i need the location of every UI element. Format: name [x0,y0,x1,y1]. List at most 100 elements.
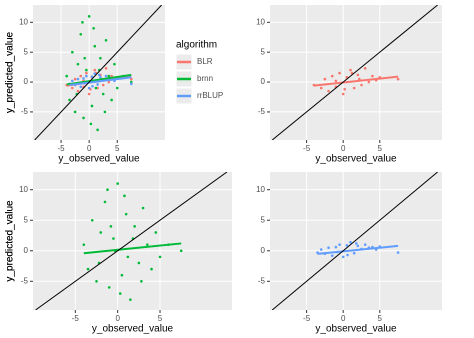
x-axis-title: y_observed_value [315,154,397,165]
point [101,92,105,96]
legend-label: rrBLUP [197,91,223,100]
point [79,85,83,89]
point [319,86,323,90]
point [396,251,400,254]
y-tick-label: 5 [261,47,266,56]
point [343,87,346,91]
point [91,84,94,88]
point [87,92,91,96]
point [352,251,356,255]
point [109,225,113,228]
point [158,255,162,259]
y-axis-title: y_predicted_value [5,200,16,282]
y-tick-label: 0 [24,246,29,255]
y-tick-label: 10 [256,17,265,26]
point [150,267,153,271]
y-tick-label: 10 [19,185,28,194]
point [85,68,88,72]
plot-layer [35,172,228,310]
point [112,237,115,240]
point [352,86,356,90]
panel-background [33,5,165,140]
x-tick-label: 5 [158,314,163,323]
point [341,255,345,259]
point [94,86,98,90]
x-axis-title: y_observed_value [315,324,397,335]
legend-label: BLR [197,57,213,66]
point [103,110,107,114]
y-tick-label: 10 [256,185,265,194]
point [356,73,360,77]
y-tick-label: -5 [258,107,266,116]
point [96,83,99,86]
y-axis-title: y_predicted_value [5,200,16,282]
y-tick-label: 0 [261,77,266,86]
point [107,74,111,78]
point [327,246,330,250]
x-tick-label: 0 [341,144,346,153]
point [76,77,80,81]
point [367,80,371,84]
y-tick-label: 0 [261,246,266,255]
point [73,110,77,114]
point [79,32,83,36]
point [104,67,108,70]
point [327,89,330,93]
point [141,206,145,210]
trend-line [69,76,132,87]
x-tick-label: 0 [87,144,92,153]
point [68,98,71,102]
point [65,74,69,78]
point [360,83,363,87]
trend-line [66,73,132,86]
point [113,62,116,66]
point [82,116,85,120]
y-tick-label: 5 [24,47,29,56]
point [76,62,80,66]
y-tick-label: -5 [21,276,29,285]
point [104,38,108,42]
y-tick-label: 0 [24,77,29,86]
point [95,280,98,283]
x-tick-label: 5 [115,144,120,153]
point [129,80,133,84]
point [85,71,88,75]
point [146,243,149,246]
point [120,273,124,277]
point [96,128,99,132]
x-axis-title: y_observed_value [92,324,174,335]
point [106,188,109,192]
point [338,243,341,246]
point [341,92,345,96]
point [90,75,94,78]
point [73,77,77,81]
point [137,261,141,265]
y-tick-label: -5 [21,107,29,116]
point [338,71,341,75]
point [123,194,126,198]
point [81,21,84,24]
panel-background [270,5,442,140]
reference-line [271,172,438,310]
y-tick-label: 5 [261,215,266,224]
reference-line [34,5,162,140]
point [82,77,85,80]
point [115,86,119,90]
point [116,182,119,185]
point [129,298,132,301]
point [349,240,352,244]
reference-line [35,172,228,310]
x-tick-label: -5 [58,144,66,153]
point [357,77,361,81]
legend-title: algorithm [176,40,217,51]
x-tick-label: -5 [303,314,311,323]
point [107,80,111,84]
point [89,122,93,126]
x-tick-label: 0 [115,314,120,323]
y-tick-label: 10 [19,17,28,26]
point [334,245,338,249]
point [83,56,86,60]
panel-background [270,172,442,310]
point [355,242,358,245]
plot-layer [271,5,438,140]
